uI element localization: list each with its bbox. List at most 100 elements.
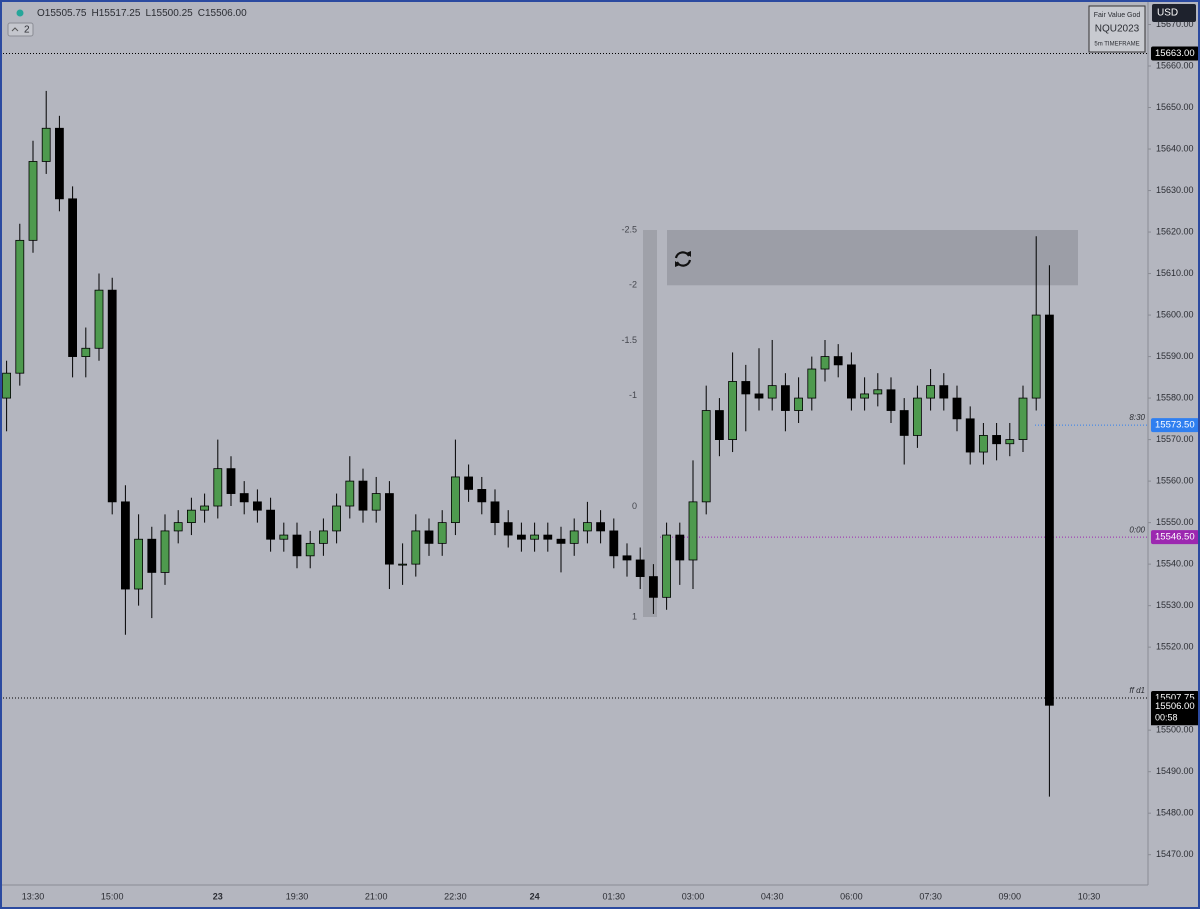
collapse-count: 2 bbox=[24, 25, 30, 36]
candle-body bbox=[833, 356, 843, 366]
candle-body bbox=[398, 563, 408, 566]
price-line-label: 0:00 bbox=[1129, 525, 1145, 534]
fib-level-label: -1 bbox=[629, 390, 637, 400]
x-tick-label: 04:30 bbox=[761, 891, 784, 901]
collapse-button[interactable] bbox=[7, 22, 34, 37]
y-tick-label: 15630.00 bbox=[1156, 185, 1194, 195]
price-tag-label: 15507.75 bbox=[1155, 693, 1195, 704]
candle-body bbox=[450, 476, 460, 524]
candle-body bbox=[583, 522, 592, 532]
candle-body bbox=[807, 368, 817, 399]
fib-level-label: -1.5 bbox=[621, 335, 637, 345]
price-tag-label: 15663.00 bbox=[1155, 48, 1195, 59]
y-tick-label: 15470.00 bbox=[1156, 849, 1194, 859]
price-tag-label: 15573.50 bbox=[1155, 420, 1195, 431]
y-tick-label: 15660.00 bbox=[1156, 60, 1194, 70]
candle-body bbox=[979, 435, 988, 453]
candle-body bbox=[662, 534, 671, 598]
candle-body bbox=[107, 289, 117, 503]
y-tick-label: 15490.00 bbox=[1156, 766, 1194, 776]
candle-body bbox=[2, 372, 11, 399]
candle-body bbox=[81, 347, 91, 357]
candle-body bbox=[173, 522, 183, 532]
candle-body bbox=[503, 522, 513, 536]
candle-body bbox=[200, 505, 210, 511]
price-tag bbox=[1151, 46, 1199, 61]
ohlc-legend: O15505.75 H15517.25 L15500.25 C15506.00 bbox=[37, 8, 247, 19]
candle-body bbox=[635, 559, 645, 577]
candle-body bbox=[926, 385, 935, 399]
candle-body bbox=[371, 493, 381, 511]
x-tick-label: 09:00 bbox=[999, 891, 1022, 901]
candle-body bbox=[477, 489, 487, 503]
fib-level-label: 0 bbox=[632, 501, 637, 511]
candle-body bbox=[1018, 397, 1028, 440]
ohlc-value: H15517.25 bbox=[92, 8, 141, 19]
y-tick-label: 15610.00 bbox=[1156, 268, 1194, 278]
candle-body bbox=[28, 161, 38, 241]
candle-body bbox=[266, 509, 276, 540]
y-tick-label: 15520.00 bbox=[1156, 642, 1194, 652]
candle-body bbox=[873, 389, 883, 395]
y-tick-label: 15670.00 bbox=[1156, 19, 1194, 29]
y-tick-label: 15650.00 bbox=[1156, 102, 1194, 112]
candle-body bbox=[121, 501, 130, 590]
candle-body bbox=[41, 127, 51, 162]
candle-body bbox=[345, 480, 355, 507]
ohlc-value: L15500.25 bbox=[145, 8, 193, 19]
y-tick-label: 15590.00 bbox=[1156, 351, 1194, 361]
x-tick-label: 22:30 bbox=[444, 891, 467, 901]
candle-body bbox=[569, 530, 579, 544]
x-tick-label: 03:00 bbox=[682, 891, 705, 901]
x-tick-label: 10:30 bbox=[1078, 891, 1101, 901]
candle-body bbox=[794, 397, 803, 411]
candle-body bbox=[134, 538, 144, 590]
candle-body bbox=[899, 410, 909, 436]
candle-body bbox=[781, 385, 790, 411]
y-tick-label: 15570.00 bbox=[1156, 434, 1194, 444]
candle-body bbox=[886, 389, 896, 411]
info-timeframe: 5m TIMEFRAME bbox=[1094, 42, 1139, 48]
candle-body bbox=[437, 522, 447, 544]
candle-body bbox=[1005, 439, 1015, 445]
candle-body bbox=[160, 530, 170, 573]
refresh-arc bbox=[674, 251, 692, 267]
y-tick-label: 15530.00 bbox=[1156, 600, 1194, 610]
y-tick-label: 15580.00 bbox=[1156, 392, 1194, 402]
candle-body bbox=[688, 501, 698, 561]
currency-button[interactable] bbox=[1152, 4, 1196, 22]
candle-body bbox=[94, 289, 104, 349]
x-tick-label: 01:30 bbox=[603, 891, 626, 901]
candle-body bbox=[213, 468, 223, 507]
candle-body bbox=[292, 534, 302, 557]
countdown: 00:58 bbox=[1155, 713, 1178, 723]
price-tag bbox=[1151, 418, 1199, 433]
refresh-icon bbox=[674, 251, 692, 267]
price-tag-label: 15546.50 bbox=[1155, 532, 1195, 543]
candle-body bbox=[860, 393, 869, 399]
candle-body bbox=[1045, 314, 1054, 706]
currency-label: USD bbox=[1157, 8, 1178, 19]
candle-body bbox=[992, 435, 1001, 445]
x-tick-label: 23 bbox=[213, 891, 223, 901]
y-tick-label: 15480.00 bbox=[1156, 808, 1194, 818]
candle-body bbox=[358, 480, 368, 511]
candle-body bbox=[517, 534, 526, 540]
candle-body bbox=[384, 493, 394, 565]
x-tick-label: 13:30 bbox=[22, 891, 45, 901]
y-tick-label: 15600.00 bbox=[1156, 309, 1194, 319]
x-tick-label: 06:00 bbox=[840, 891, 863, 901]
candle-body bbox=[332, 505, 342, 532]
status-dot bbox=[16, 9, 24, 17]
candle-body bbox=[68, 198, 77, 357]
refresh-arrow bbox=[675, 251, 691, 267]
candle-body bbox=[728, 381, 737, 440]
fib-level-label: -2.5 bbox=[621, 224, 637, 234]
x-tick-label: 15:00 bbox=[101, 891, 124, 901]
candle-body bbox=[147, 538, 157, 573]
y-tick-label: 15550.00 bbox=[1156, 517, 1194, 527]
candle-body bbox=[847, 364, 856, 399]
candle-body bbox=[820, 356, 830, 370]
